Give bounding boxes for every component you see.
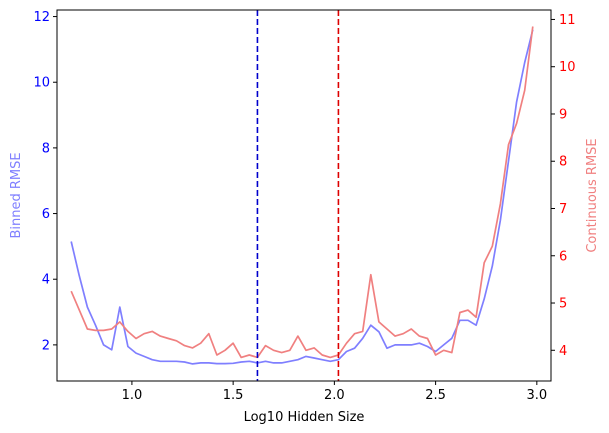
axis-ticks: 1.0 1.5 2.0 2.5 3.0 2 4 6 8 10 12 4 5 6 7 8 9 10 11 bbox=[33, 10, 575, 403]
right-y-tick-label: 5 bbox=[559, 297, 567, 312]
x-tick-label: 1.0 bbox=[122, 388, 143, 403]
x-tick-label: 3.0 bbox=[526, 388, 547, 403]
series-line-left bbox=[70, 29, 534, 365]
right-y-tick-label: 8 bbox=[559, 155, 567, 170]
x-axis-label: Log10 Hidden Size bbox=[244, 410, 365, 425]
x-tick-label: 2.5 bbox=[425, 388, 446, 403]
right-y-axis-label: Continuous RMSE bbox=[585, 138, 600, 252]
left-y-tick-label: 6 bbox=[42, 207, 50, 222]
right-y-tick-label: 11 bbox=[559, 13, 576, 28]
left-y-tick-label: 12 bbox=[33, 10, 50, 25]
right-y-tick-label: 6 bbox=[559, 249, 567, 264]
x-tick-label: 1.5 bbox=[223, 388, 244, 403]
left-y-tick-label: 8 bbox=[42, 141, 50, 156]
plot-marks bbox=[70, 10, 534, 381]
right-y-tick-label: 4 bbox=[559, 344, 567, 359]
series-line-right bbox=[70, 26, 534, 359]
left-y-tick-label: 4 bbox=[42, 273, 50, 288]
right-y-tick-label: 7 bbox=[559, 202, 567, 217]
left-y-tick-label: 10 bbox=[33, 76, 50, 91]
plot-frame bbox=[56, 9, 552, 382]
right-y-tick-label: 9 bbox=[559, 107, 567, 122]
left-y-tick-label: 2 bbox=[42, 338, 50, 353]
left-y-axis-label: Binned RMSE bbox=[9, 152, 24, 238]
right-y-tick-label: 10 bbox=[559, 60, 576, 75]
x-tick-label: 2.0 bbox=[324, 388, 345, 403]
